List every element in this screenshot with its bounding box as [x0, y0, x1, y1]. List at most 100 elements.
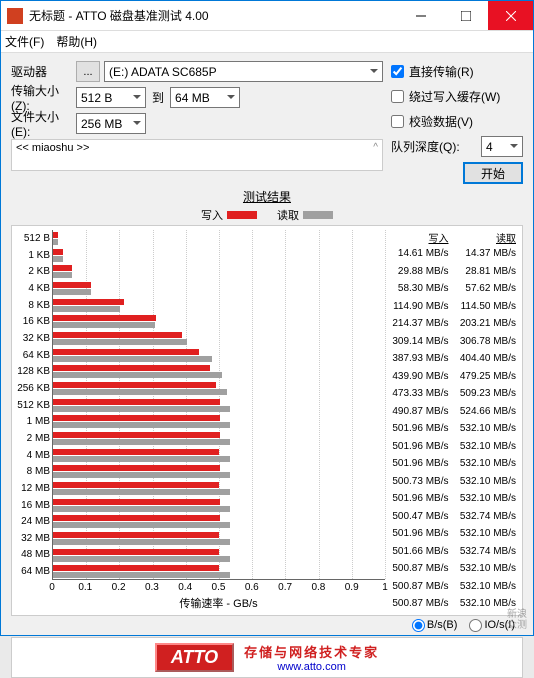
results-title: 测试结果: [11, 188, 523, 205]
data-row: 214.37 MB/s203.21 MB/s: [385, 315, 520, 333]
drive-select[interactable]: (E:) ADATA SC685P: [104, 61, 383, 82]
bar-read: [53, 422, 230, 428]
bps-radio[interactable]: B/s(B): [412, 619, 458, 632]
data-row: 501.96 MB/s532.10 MB/s: [385, 525, 520, 543]
y-tick-label: 16 KB: [14, 313, 50, 330]
data-row: 14.61 MB/s14.37 MB/s: [385, 245, 520, 263]
data-row: 29.88 MB/s28.81 MB/s: [385, 263, 520, 281]
bar-write: [53, 315, 156, 321]
minimize-button[interactable]: [398, 1, 443, 30]
bar-read: [53, 322, 155, 328]
y-tick-label: 24 MB: [14, 513, 50, 530]
y-tick-label: 1 KB: [14, 247, 50, 264]
y-tick-label: 32 KB: [14, 330, 50, 347]
transfer-from-select[interactable]: 512 B: [76, 87, 146, 108]
bar-write: [53, 332, 182, 338]
description-textarea[interactable]: << miaoshu >> ^: [11, 139, 383, 171]
bar-read: [53, 289, 91, 295]
y-tick-label: 4 MB: [14, 447, 50, 464]
caret-up-icon: ^: [373, 142, 378, 153]
atto-logo: ATTO: [155, 643, 234, 672]
app-window: 无标题 - ATTO 磁盘基准测试 4.00 文件(F) 帮助(H) 驱动器 .…: [0, 0, 534, 636]
data-row: 309.14 MB/s306.78 MB/s: [385, 333, 520, 351]
data-row: 387.93 MB/s404.40 MB/s: [385, 350, 520, 368]
legend-write-swatch: [227, 211, 257, 219]
drive-label: 驱动器: [11, 63, 76, 80]
watermark: 新浪众测: [507, 609, 527, 631]
bar-write: [53, 299, 124, 305]
legend-read-label: 读取: [277, 207, 299, 223]
y-tick-label: 4 KB: [14, 280, 50, 297]
bar-write: [53, 265, 72, 271]
data-row: 500.87 MB/s532.10 MB/s: [385, 595, 520, 613]
bypass-cache-checkbox[interactable]: 绕过写入缓存(W): [391, 86, 523, 106]
y-tick-label: 12 MB: [14, 480, 50, 497]
data-row: 500.87 MB/s532.10 MB/s: [385, 578, 520, 596]
x-axis-label: 传输速率 - GB/s: [52, 595, 385, 611]
y-tick-label: 16 MB: [14, 497, 50, 514]
bar-write: [53, 249, 63, 255]
col-write: 写入: [385, 230, 453, 245]
bar-write: [53, 499, 220, 505]
y-tick-label: 1 MB: [14, 413, 50, 430]
bar-read: [53, 389, 227, 395]
verify-checkbox[interactable]: 校验数据(V): [391, 111, 523, 131]
bar-write: [53, 365, 210, 371]
x-tick-label: 0.4: [178, 582, 192, 593]
bar-read: [53, 506, 230, 512]
data-row: 501.96 MB/s532.10 MB/s: [385, 420, 520, 438]
start-button[interactable]: 开始: [463, 162, 523, 184]
bar-write: [53, 232, 58, 238]
data-row: 501.96 MB/s532.10 MB/s: [385, 490, 520, 508]
bar-read: [53, 539, 230, 545]
data-row: 501.66 MB/s532.74 MB/s: [385, 543, 520, 561]
data-row: 500.47 MB/s532.74 MB/s: [385, 508, 520, 526]
legend: 写入 读取: [11, 207, 523, 223]
data-row: 501.96 MB/s532.10 MB/s: [385, 438, 520, 456]
titlebar: 无标题 - ATTO 磁盘基准测试 4.00: [1, 1, 533, 31]
bar-read: [53, 272, 72, 278]
bar-read: [53, 522, 230, 528]
queue-depth-select[interactable]: 4: [481, 136, 523, 157]
footer-url: www.atto.com: [244, 661, 379, 673]
bar-read: [53, 256, 63, 262]
bar-read: [53, 406, 230, 412]
bar-write: [53, 465, 220, 471]
transfer-to-select[interactable]: 64 MB: [170, 87, 240, 108]
x-tick-label: 0.1: [78, 582, 92, 593]
col-read: 读取: [453, 230, 521, 245]
maximize-button[interactable]: [443, 1, 488, 30]
bar-read: [53, 339, 187, 345]
legend-write-label: 写入: [201, 207, 223, 223]
browse-button[interactable]: ...: [76, 61, 100, 82]
x-tick-label: 0.3: [145, 582, 159, 593]
y-tick-label: 48 MB: [14, 546, 50, 563]
window-title: 无标题 - ATTO 磁盘基准测试 4.00: [29, 7, 398, 24]
x-tick-label: 0: [49, 582, 55, 593]
filesize-label: 文件大小(E):: [11, 108, 76, 139]
x-tick-label: 0.7: [278, 582, 292, 593]
bar-write: [53, 432, 220, 438]
data-row: 473.33 MB/s509.23 MB/s: [385, 385, 520, 403]
data-row: 501.96 MB/s532.10 MB/s: [385, 455, 520, 473]
bar-write: [53, 382, 216, 388]
bar-write: [53, 349, 199, 355]
filesize-select[interactable]: 256 MB: [76, 113, 146, 134]
data-row: 114.90 MB/s114.50 MB/s: [385, 298, 520, 316]
y-tick-label: 512 B: [14, 230, 50, 247]
y-tick-label: 32 MB: [14, 530, 50, 547]
menu-help[interactable]: 帮助(H): [56, 33, 97, 50]
y-tick-label: 64 KB: [14, 347, 50, 364]
direct-io-checkbox[interactable]: 直接传输(R): [391, 61, 523, 81]
bar-write: [53, 282, 91, 288]
bar-read: [53, 239, 58, 245]
data-row: 490.87 MB/s524.66 MB/s: [385, 403, 520, 421]
menu-file[interactable]: 文件(F): [5, 33, 44, 50]
bar-write: [53, 482, 219, 488]
data-row: 58.30 MB/s57.62 MB/s: [385, 280, 520, 298]
queue-depth-label: 队列深度(Q):: [391, 138, 481, 155]
y-tick-label: 2 KB: [14, 263, 50, 280]
bar-read: [53, 306, 120, 312]
data-row: 500.73 MB/s532.10 MB/s: [385, 473, 520, 491]
close-button[interactable]: [488, 1, 533, 30]
